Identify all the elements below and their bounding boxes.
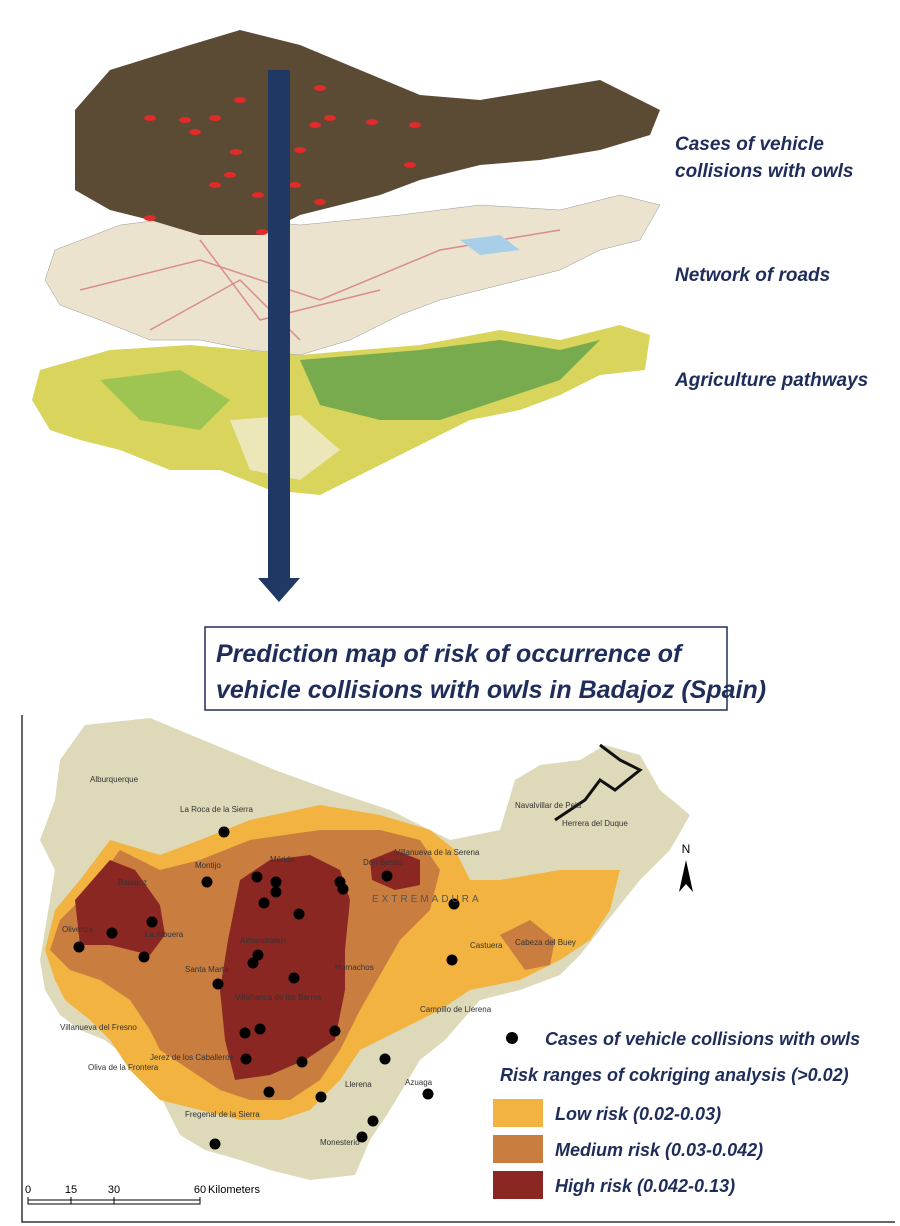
legend-heading: Risk ranges of cokriging analysis (>0.02…	[500, 1065, 849, 1085]
legend-label: Cases of vehicle collisions with owls	[545, 1029, 860, 1049]
town-labels: Alburquerque La Roca de la Sierra Badajoz M…	[60, 775, 628, 1147]
legend-label: Low risk (0.02-0.03)	[555, 1104, 721, 1124]
legend-swatch	[493, 1171, 543, 1199]
north-label: N	[682, 842, 691, 856]
region-label: EXTREMADURA	[372, 894, 482, 905]
town-label: Oliva de la Frontera	[88, 1063, 159, 1072]
town-label: Mérida	[270, 855, 295, 864]
town-label: La Roca de la Sierra	[180, 805, 253, 814]
town-label: Azuaga	[405, 1078, 433, 1087]
north-arrow	[679, 860, 693, 892]
town-label: Villanueva de la Serena	[395, 848, 480, 857]
town-label: Almendralejo	[240, 936, 287, 945]
agriculture-layer	[32, 325, 650, 495]
town-label: Santa Marta	[185, 965, 229, 974]
legend-swatch	[493, 1135, 543, 1163]
town-label: Olivenza	[62, 925, 94, 934]
risk-map	[40, 718, 690, 1180]
collision-points	[73, 826, 460, 1150]
flow-arrow	[258, 70, 300, 602]
title: Prediction map of risk of occurrence of	[216, 640, 684, 668]
layer-label: Network of roads	[675, 265, 830, 286]
town-label: Fregenal de la Sierra	[185, 1110, 260, 1119]
map-frame	[21, 715, 895, 1223]
town-label: Villanueva del Fresno	[60, 1023, 137, 1032]
scale-unit: Kilometers	[208, 1184, 260, 1196]
town-label: Montijo	[195, 861, 221, 870]
town-label: Alburquerque	[90, 775, 139, 784]
scale-label: 30	[108, 1184, 120, 1196]
legend-point	[506, 1032, 518, 1044]
scale-label: 60	[194, 1184, 206, 1196]
town-label: Llerena	[345, 1080, 372, 1089]
town-label: Hornachos	[335, 963, 374, 972]
town-label: Herrera del Duque	[562, 819, 628, 828]
layer-label: Agriculture pathways	[674, 370, 868, 391]
town-label: Monesterio	[320, 1138, 360, 1147]
roads-layer	[44, 194, 661, 356]
town-label: Navalvillar de Pela	[515, 801, 582, 810]
title-box	[204, 626, 728, 711]
scale-label: 15	[65, 1184, 77, 1196]
scale-bar: 0 15 30 60 Kilometers	[25, 1184, 260, 1205]
town-label: La Albuera	[145, 930, 184, 939]
town-label: Castuera	[470, 941, 503, 950]
town-label: Villafranca de los Barros	[235, 993, 322, 1002]
town-label: Badajoz	[118, 878, 147, 887]
layer-label: Cases of vehicle	[675, 134, 824, 155]
legend-label: Medium risk (0.03-0.042)	[555, 1140, 763, 1160]
legend-swatch	[493, 1099, 543, 1127]
legend-label: High risk (0.042-0.13)	[555, 1176, 735, 1196]
collisions-layer	[75, 30, 660, 235]
layer-label: collisions with owls	[675, 161, 853, 182]
town-label: Jerez de los Caballeros	[150, 1053, 234, 1062]
title: vehicle collisions with owls in Badajoz …	[216, 676, 766, 704]
town-label: Don Benito	[363, 858, 403, 867]
scale-label: 0	[25, 1184, 31, 1196]
town-label: Cabeza del Buey	[515, 938, 576, 947]
town-label: Campillo de Llerena	[420, 1005, 492, 1014]
